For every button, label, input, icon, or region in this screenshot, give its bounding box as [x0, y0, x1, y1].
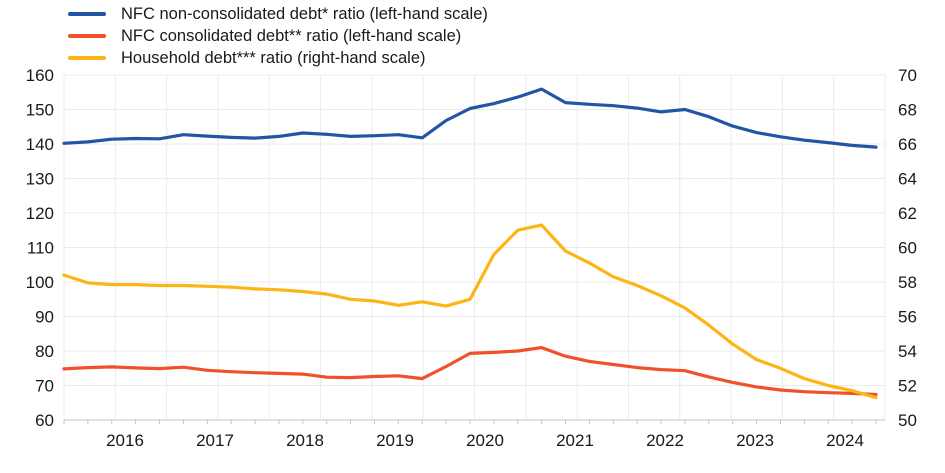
- legend-line-icon-nfc-nonconsolidated: [68, 12, 106, 16]
- legend-item-nfc-consolidated: NFC consolidated debt** ratio (left-hand…: [68, 27, 488, 45]
- x-axis-year-label: 2020: [466, 431, 504, 450]
- right-axis-tick-label: 64: [898, 170, 917, 189]
- x-axis-year-label: 2019: [376, 431, 414, 450]
- left-axis-tick-label: 150: [26, 101, 54, 120]
- right-axis-tick-label: 56: [898, 308, 917, 327]
- series-line-2: [62, 223, 878, 400]
- legend-label-household: Household debt*** ratio (right-hand scal…: [121, 49, 426, 67]
- right-axis-tick-label: 66: [898, 135, 917, 154]
- left-axis-tick-label: 90: [35, 308, 54, 327]
- legend-item-nfc-nonconsolidated: NFC non-consolidated debt* ratio (left-h…: [68, 5, 488, 23]
- left-axis-tick-label: 110: [27, 239, 54, 258]
- left-axis-tick-label: 140: [26, 135, 54, 154]
- legend-item-household: Household debt*** ratio (right-hand scal…: [68, 49, 488, 67]
- series-line-0: [62, 87, 878, 149]
- x-axis-year-label: 2022: [646, 431, 684, 450]
- legend-line-icon-nfc-consolidated: [68, 34, 106, 38]
- x-axis-year-label: 2018: [286, 431, 324, 450]
- series-line-1: [62, 346, 878, 397]
- x-axis-year-label: 2016: [106, 431, 144, 450]
- legend-line-icon-household: [68, 56, 106, 60]
- left-axis-tick-label: 100: [26, 273, 54, 292]
- left-axis-tick-label: 120: [26, 204, 54, 223]
- x-axis-year-label: 2017: [196, 431, 234, 450]
- left-axis-tick-label: 70: [35, 377, 54, 396]
- right-axis-tick-label: 52: [898, 377, 917, 396]
- left-axis-tick-label: 160: [26, 66, 54, 85]
- right-axis-tick-label: 50: [898, 411, 917, 430]
- chart-legend: NFC non-consolidated debt* ratio (left-h…: [68, 5, 488, 67]
- right-axis-tick-label: 60: [898, 239, 917, 258]
- right-axis-tick-label: 62: [898, 204, 917, 223]
- left-axis-tick-label: 80: [35, 342, 54, 361]
- right-axis-tick-label: 58: [898, 273, 917, 292]
- legend-label-nfc-consolidated: NFC consolidated debt** ratio (left-hand…: [121, 27, 462, 45]
- x-axis-year-label: 2023: [736, 431, 774, 450]
- x-axis-year-label: 2021: [556, 431, 594, 450]
- x-axis-year-label: 2024: [826, 431, 864, 450]
- right-axis-tick-label: 70: [898, 66, 917, 85]
- legend-label-nfc-nonconsolidated: NFC non-consolidated debt* ratio (left-h…: [121, 5, 488, 23]
- right-axis-tick-label: 68: [898, 101, 917, 120]
- right-axis-tick-label: 54: [898, 342, 917, 361]
- left-axis-tick-label: 60: [35, 411, 54, 430]
- left-axis-tick-label: 130: [26, 170, 54, 189]
